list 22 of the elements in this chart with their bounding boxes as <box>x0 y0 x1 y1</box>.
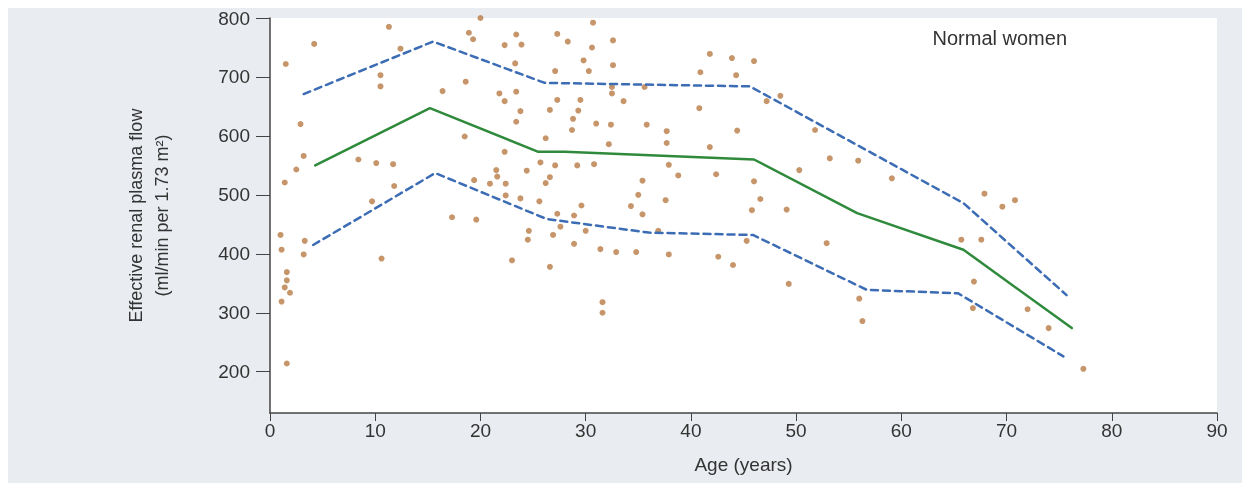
x-tick-label: 70 <box>995 420 1018 441</box>
y-tick-label: 500 <box>218 184 250 206</box>
x-tick-label: 30 <box>575 420 597 441</box>
annotation: Normal women <box>932 27 1067 49</box>
line-series <box>314 106 1074 330</box>
y-axis-title: Effective renal plasma flow (ml/min per 1.73 m²) <box>126 107 172 323</box>
y-tick-label: 200 <box>218 361 250 383</box>
x-tick-label: 80 <box>1101 420 1123 441</box>
x-tick-label: 10 <box>364 420 386 441</box>
line-series <box>311 171 1065 358</box>
x-tick-label: 50 <box>785 420 807 441</box>
x-tick-label: 20 <box>469 420 492 441</box>
y-tick-label: 400 <box>218 243 250 265</box>
y-tick-label: 600 <box>218 125 250 147</box>
x-tick-label: 90 <box>1206 420 1228 441</box>
x-axis-title: Age (years) <box>694 454 793 475</box>
y-tick-label: 700 <box>218 66 250 88</box>
x-tick-label: 60 <box>890 420 912 441</box>
x-tick-label: 0 <box>264 420 276 441</box>
x-tick-label: 40 <box>680 420 702 441</box>
y-tick-label: 800 <box>218 7 250 29</box>
y-tick-label: 300 <box>218 302 250 324</box>
